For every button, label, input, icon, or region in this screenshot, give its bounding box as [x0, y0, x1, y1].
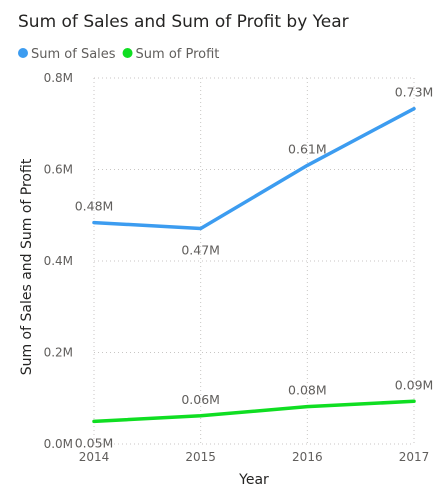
x-tick-label: 2014	[79, 450, 110, 464]
x-tick-label: 2015	[185, 450, 216, 464]
y-axis-ticks: 0.0M 0.2M 0.4M 0.6M 0.8M	[44, 71, 73, 451]
sales-data-label: 0.47M	[181, 243, 220, 258]
profit-data-label: 0.08M	[288, 383, 327, 398]
x-tick-label: 2017	[399, 450, 430, 464]
y-tick-label: 0.4M	[44, 254, 73, 268]
legend-marker	[18, 48, 28, 58]
y-axis-title: Sum of Sales and Sum of Profit	[19, 158, 35, 375]
legend-item-profit[interactable]: Sum of Profit	[122, 47, 220, 62]
legend-label: Sum of Profit	[136, 47, 220, 62]
x-axis-ticks: 2014 2015 2016 2017	[79, 450, 430, 464]
x-tick-label: 2016	[292, 450, 323, 464]
legend-marker	[122, 48, 133, 58]
y-tick-label: 0.6M	[44, 163, 73, 177]
sales-data-label: 0.48M	[75, 199, 114, 214]
legend-label: Sum of Sales	[31, 47, 116, 62]
data-labels: 0.48M 0.47M 0.61M 0.73M 0.05M 0.06M 0.08M 0.09M	[75, 85, 434, 451]
profit-data-label: 0.05M	[75, 435, 114, 450]
profit-data-label: 0.09M	[395, 377, 434, 392]
y-tick-label: 0.0M	[44, 437, 73, 451]
sales-data-label: 0.73M	[395, 85, 434, 100]
profit-data-label: 0.06M	[181, 392, 220, 407]
sales-data-label: 0.61M	[288, 141, 327, 156]
profit-line	[92, 399, 416, 424]
legend[interactable]: Sum of Sales Sum of Profit	[18, 47, 219, 62]
gridlines	[93, 77, 415, 445]
legend-item-sales[interactable]: Sum of Sales	[18, 47, 116, 62]
y-tick-label: 0.8M	[44, 71, 73, 85]
x-axis-title: Year	[238, 472, 269, 488]
y-tick-label: 0.2M	[44, 346, 73, 360]
chart-title: Sum of Sales and Sum of Profit by Year	[18, 12, 349, 32]
sales-line	[92, 106, 416, 231]
series-lines	[92, 106, 416, 424]
